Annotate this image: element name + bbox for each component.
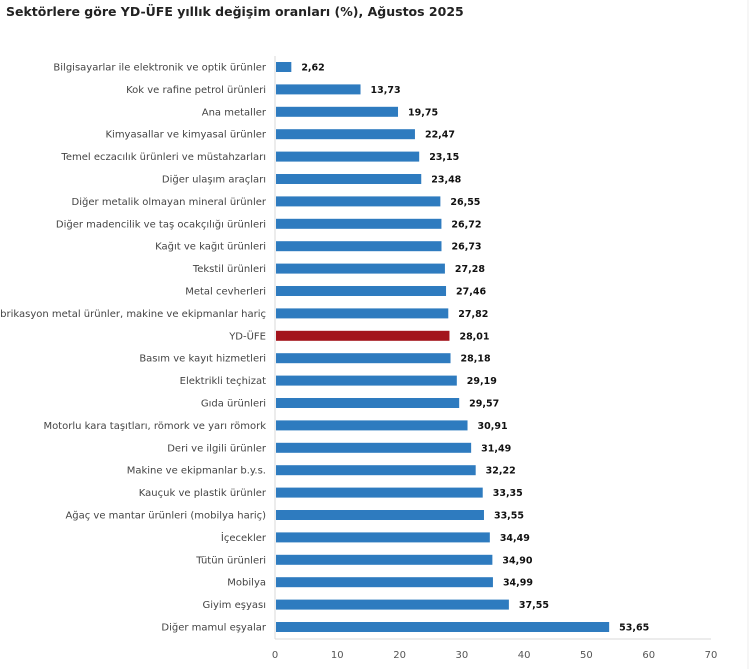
bar-10	[276, 286, 447, 296]
value-label: 13,73	[371, 85, 401, 96]
x-tick-label: 50	[580, 650, 593, 661]
category-label: Diğer metalik olmayan mineral ürünler	[72, 196, 267, 208]
value-label: 33,35	[493, 488, 523, 499]
bar-25	[276, 622, 610, 632]
bar-11	[276, 308, 449, 319]
category-label: Makine ve ekipmanlar b.y.s.	[127, 466, 266, 477]
chart-title: Sektörlere göre YD-ÜFE yıllık değişim or…	[6, 4, 464, 19]
value-label: 26,55	[450, 197, 480, 208]
category-label: Kimyasallar ve kimyasal ürünler	[105, 130, 266, 141]
value-label: 26,73	[451, 242, 481, 253]
bar-5	[276, 174, 422, 184]
bar-14	[276, 375, 457, 386]
category-label: Fabrikasyon metal ürünler, makine ve eki…	[0, 309, 266, 320]
x-tick-label: 40	[518, 650, 531, 661]
bar-3	[276, 129, 415, 140]
bar-12	[276, 330, 450, 341]
value-label: 28,01	[459, 331, 489, 342]
category-label: Deri ve ilgili ürünler	[167, 443, 267, 454]
value-label: 29,57	[469, 399, 499, 410]
value-label: 34,99	[503, 578, 533, 589]
bar-1	[276, 84, 361, 95]
category-label: YD-ÜFE	[228, 329, 266, 342]
bar-8	[276, 241, 442, 252]
bar-2	[276, 106, 399, 117]
category-label: Motorlu kara taşıtları, römork ve yarı r…	[43, 421, 266, 432]
bar-19	[276, 487, 483, 498]
category-label: Gıda ürünleri	[201, 399, 266, 410]
value-label: 53,65	[619, 623, 649, 634]
category-label: Metal cevherleri	[185, 287, 266, 298]
category-label: Kağıt ve kağıt ürünleri	[155, 241, 266, 253]
category-label: Basım ve kayıt hizmetleri	[139, 354, 266, 365]
value-label: 27,82	[458, 309, 488, 320]
value-label: 27,46	[456, 287, 486, 298]
x-tick-label: 0	[272, 650, 278, 661]
category-label: Tütün ürünleri	[195, 555, 266, 566]
value-label: 23,15	[429, 152, 459, 163]
value-label: 34,90	[502, 555, 532, 566]
category-label: İçecekler	[221, 531, 267, 544]
category-label: Bilgisayarlar ile elektronik ve optik ür…	[53, 63, 266, 74]
bar-15	[276, 398, 460, 408]
value-label: 31,49	[481, 443, 511, 454]
bar-24	[276, 599, 509, 610]
bar-4	[276, 151, 420, 162]
category-label: Kok ve rafine petrol ürünleri	[126, 85, 266, 96]
bar-13	[276, 353, 451, 364]
value-label: 28,18	[461, 354, 491, 365]
value-label: 27,28	[455, 264, 485, 275]
x-tick-label: 30	[455, 650, 468, 661]
x-tick-label: 10	[331, 650, 344, 661]
value-label: 29,19	[467, 376, 497, 387]
x-tick-label: 20	[393, 650, 406, 661]
category-label: Kauçuk ve plastik ürünler	[139, 488, 267, 499]
value-label: 26,72	[451, 219, 481, 230]
bar-20	[276, 510, 484, 520]
value-label: 30,91	[478, 421, 508, 432]
value-label: 37,55	[519, 600, 549, 611]
value-label: 33,55	[494, 511, 524, 522]
value-label: 22,47	[425, 130, 455, 141]
category-label: Ağaç ve mantar ürünleri (mobilya hariç)	[65, 510, 266, 522]
bar-6	[276, 196, 441, 207]
x-tick-label: 60	[642, 650, 655, 661]
category-label: Mobilya	[227, 578, 266, 589]
bar-17	[276, 442, 472, 453]
value-label: 19,75	[408, 107, 438, 118]
x-tick-label: 70	[705, 650, 718, 661]
bar-9	[276, 263, 445, 274]
category-label: Diğer madencilik ve taş ocakçılığı ürünl…	[56, 218, 266, 230]
bar-18	[276, 465, 476, 476]
value-label: 2,62	[301, 63, 324, 74]
value-label: 32,22	[486, 466, 516, 477]
category-label: Giyim eşyası	[202, 600, 266, 611]
bar-0	[276, 62, 292, 72]
value-label: 34,49	[500, 533, 530, 544]
bar-16	[276, 420, 468, 431]
category-label: Tekstil ürünleri	[192, 264, 266, 275]
category-label: Temel eczacılık ürünleri ve müstahzarlar…	[60, 152, 266, 163]
category-label: Diğer ulaşım araçları	[162, 174, 266, 186]
bar-22	[276, 554, 493, 565]
value-label: 23,48	[431, 175, 461, 186]
category-label: Diğer mamul eşyalar	[161, 622, 266, 634]
category-label: Ana metaller	[202, 107, 267, 118]
bar-21	[276, 532, 490, 543]
category-label: Elektrikli teçhizat	[180, 376, 266, 387]
bar-23	[276, 577, 493, 588]
bar-7	[276, 218, 442, 229]
